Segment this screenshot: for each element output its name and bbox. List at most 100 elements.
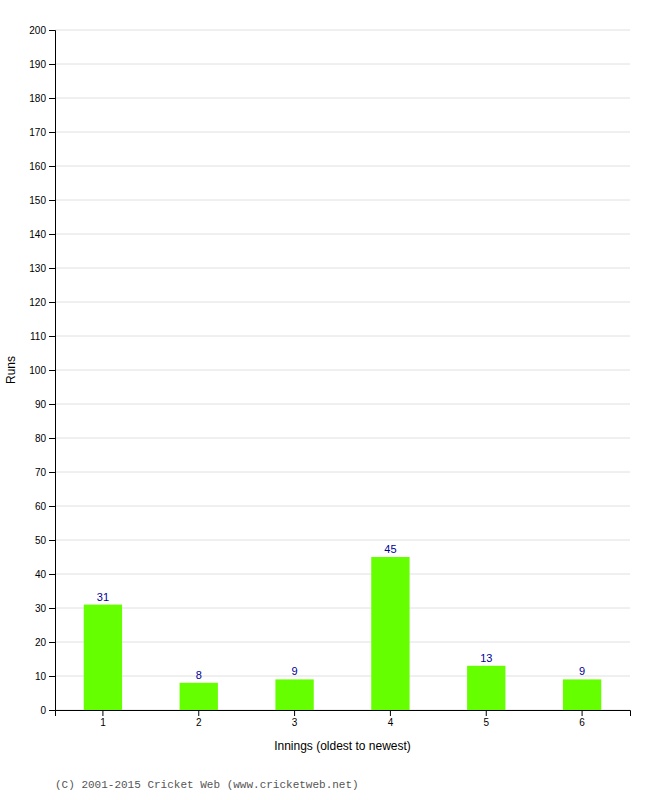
y-tick-label: 160 bbox=[29, 161, 46, 172]
y-tick-label: 150 bbox=[29, 195, 46, 206]
y-tick-mark bbox=[49, 370, 55, 371]
y-tick-mark bbox=[49, 540, 55, 541]
y-tick-mark bbox=[49, 268, 55, 269]
bar bbox=[563, 679, 601, 710]
y-axis-line bbox=[49, 31, 56, 711]
y-tick: 0 bbox=[40, 705, 55, 716]
y-tick-label: 50 bbox=[35, 535, 47, 546]
y-tick-label: 180 bbox=[29, 93, 46, 104]
y-tick-mark bbox=[49, 506, 55, 507]
grid-line bbox=[55, 642, 630, 643]
grid-line bbox=[55, 676, 630, 677]
data-label: 45 bbox=[384, 543, 396, 555]
y-tick-label: 130 bbox=[29, 263, 46, 274]
grid-line bbox=[55, 438, 630, 439]
y-tick-label: 10 bbox=[35, 671, 47, 682]
bar bbox=[84, 605, 122, 710]
grid-line bbox=[55, 132, 630, 133]
bar bbox=[180, 683, 218, 710]
y-tick-mark bbox=[49, 404, 55, 405]
grid-line bbox=[55, 404, 630, 405]
y-tick-label: 190 bbox=[29, 59, 46, 70]
y-tick-mark bbox=[49, 200, 55, 201]
y-tick-label: 120 bbox=[29, 297, 46, 308]
x-tick-mark bbox=[390, 710, 391, 716]
y-tick: 140 bbox=[29, 229, 55, 240]
x-tick: 1 bbox=[100, 710, 106, 728]
x-axis-line bbox=[56, 711, 631, 717]
x-tick-label: 4 bbox=[388, 717, 394, 728]
y-tick: 160 bbox=[29, 161, 55, 172]
y-tick: 130 bbox=[29, 263, 55, 274]
y-tick: 170 bbox=[29, 127, 55, 138]
y-axis-title: Runs bbox=[4, 356, 18, 384]
y-tick-label: 80 bbox=[35, 433, 47, 444]
y-tick-label: 0 bbox=[40, 705, 46, 716]
y-tick-label: 110 bbox=[30, 331, 46, 342]
x-tick-label: 5 bbox=[483, 717, 489, 728]
x-tick-label: 1 bbox=[100, 717, 106, 728]
bar bbox=[371, 557, 409, 710]
y-tick-mark bbox=[49, 642, 55, 643]
y-tick-label: 40 bbox=[35, 569, 47, 580]
x-tick-label: 3 bbox=[292, 717, 298, 728]
y-tick: 70 bbox=[35, 467, 55, 478]
grid-line bbox=[55, 98, 630, 99]
y-tick-mark bbox=[49, 166, 55, 167]
data-label: 8 bbox=[196, 669, 202, 681]
y-tick: 100 bbox=[29, 365, 55, 376]
grid-line bbox=[55, 540, 630, 541]
x-tick: 5 bbox=[483, 710, 489, 728]
grid-line bbox=[55, 30, 630, 31]
chart-container: 0 10 20 30 40 50 60 70 80 90 100 110 120 130 140 150 160… bbox=[0, 0, 650, 800]
grid bbox=[55, 30, 630, 710]
y-tick: 180 bbox=[29, 93, 55, 104]
grid-line bbox=[55, 608, 630, 609]
y-tick-label: 60 bbox=[35, 501, 47, 512]
x-axis: 1 2 3 4 5 6 bbox=[56, 710, 631, 728]
y-tick-label: 20 bbox=[35, 637, 47, 648]
x-tick-mark bbox=[582, 710, 583, 716]
y-tick: 120 bbox=[29, 297, 55, 308]
data-label: 13 bbox=[480, 652, 492, 664]
y-tick-mark bbox=[49, 676, 55, 677]
data-labels: 318945139 bbox=[97, 543, 585, 681]
y-tick-label: 140 bbox=[29, 229, 46, 240]
x-tick-mark bbox=[294, 710, 295, 716]
y-tick-mark bbox=[49, 336, 55, 337]
y-tick: 50 bbox=[35, 535, 55, 546]
y-tick-mark bbox=[49, 132, 55, 133]
grid-line bbox=[55, 64, 630, 65]
y-tick-label: 200 bbox=[29, 25, 46, 36]
y-tick: 90 bbox=[35, 399, 55, 410]
y-tick: 20 bbox=[35, 637, 55, 648]
y-tick: 110 bbox=[30, 331, 55, 342]
y-tick-mark bbox=[49, 472, 55, 473]
y-tick-mark bbox=[49, 64, 55, 65]
footer-text: (C) 2001-2015 Cricket Web (www.cricketwe… bbox=[55, 779, 359, 791]
y-tick: 60 bbox=[35, 501, 55, 512]
y-tick-label: 100 bbox=[29, 365, 46, 376]
chart-svg: 0 10 20 30 40 50 60 70 80 90 100 110 120 130 140 150 160… bbox=[0, 0, 650, 800]
y-tick: 150 bbox=[29, 195, 55, 206]
x-tick: 2 bbox=[196, 710, 202, 728]
y-tick-mark bbox=[49, 574, 55, 575]
y-tick-label: 30 bbox=[35, 603, 47, 614]
y-tick-mark bbox=[49, 30, 55, 31]
y-tick-mark bbox=[49, 438, 55, 439]
y-tick-mark bbox=[49, 608, 55, 609]
bar bbox=[467, 666, 505, 710]
x-tick-label: 6 bbox=[579, 717, 585, 728]
grid-line bbox=[55, 302, 630, 303]
grid-line bbox=[55, 472, 630, 473]
y-tick: 40 bbox=[35, 569, 55, 580]
y-tick-mark bbox=[49, 234, 55, 235]
y-tick: 190 bbox=[29, 59, 55, 70]
y-tick-label: 70 bbox=[35, 467, 47, 478]
y-tick-label: 170 bbox=[29, 127, 46, 138]
y-tick: 80 bbox=[35, 433, 55, 444]
data-label: 9 bbox=[579, 665, 585, 677]
grid-line bbox=[55, 506, 630, 507]
plot-area: 0 10 20 30 40 50 60 70 80 90 100 110 120 130 140 150 160… bbox=[4, 25, 631, 753]
bar bbox=[275, 679, 313, 710]
